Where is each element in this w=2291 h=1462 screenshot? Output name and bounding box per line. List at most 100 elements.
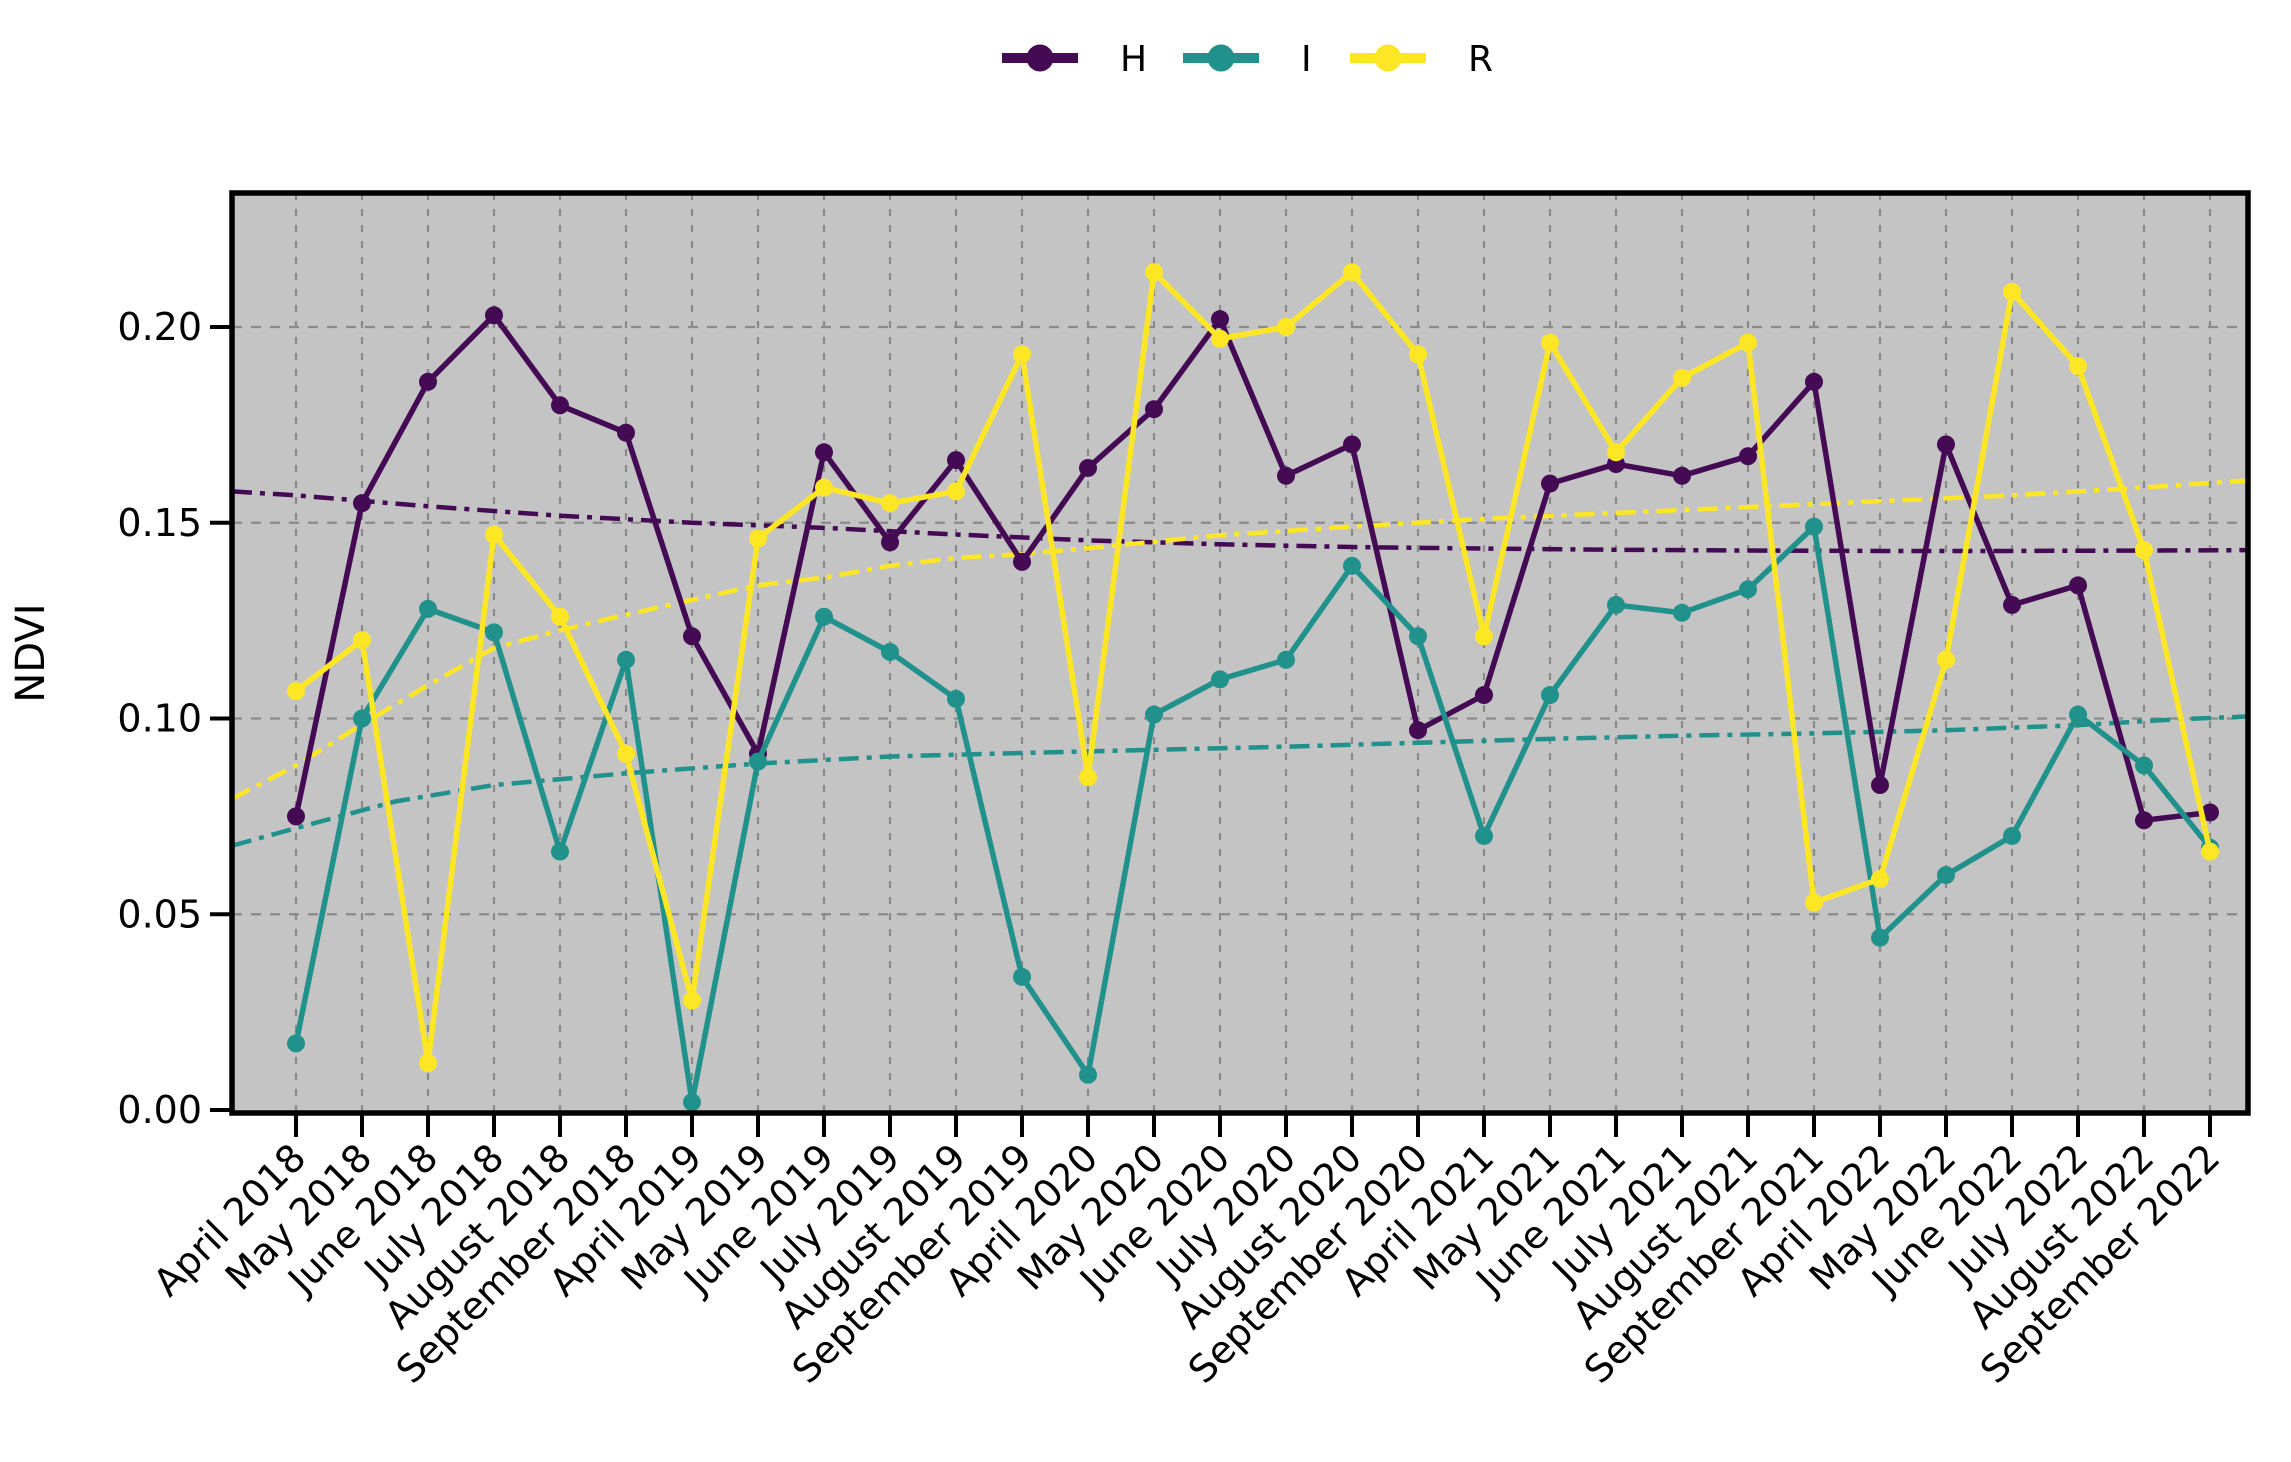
series-line-H — [293, 312, 2213, 824]
plot-background — [232, 193, 2248, 1113]
data-point-I-9 — [881, 642, 899, 661]
data-point-I-3 — [485, 623, 503, 642]
legend-swatches — [1002, 44, 1426, 72]
data-point-H-1 — [353, 494, 371, 513]
series-markers-R — [287, 263, 2219, 1073]
data-point-R-6 — [683, 991, 701, 1010]
legend-marker-H — [1026, 44, 1054, 72]
data-point-R-28 — [2135, 541, 2153, 560]
data-series — [287, 263, 2219, 1112]
data-point-I-15 — [1277, 650, 1295, 669]
data-point-H-28 — [2135, 811, 2153, 830]
grid-lines — [232, 193, 2248, 1113]
data-point-R-2 — [419, 1054, 437, 1073]
data-point-I-14 — [1211, 670, 1229, 689]
data-point-R-16 — [1343, 263, 1361, 282]
data-point-H-24 — [1871, 776, 1889, 795]
data-point-I-11 — [1013, 967, 1031, 986]
series-line-R — [293, 269, 2213, 1066]
data-point-H-26 — [2003, 595, 2021, 614]
data-point-H-19 — [1541, 474, 1559, 493]
data-point-I-5 — [617, 650, 635, 669]
data-point-I-1 — [353, 709, 371, 728]
data-point-I-18 — [1475, 826, 1493, 845]
data-point-I-22 — [1739, 580, 1757, 599]
data-point-R-13 — [1145, 263, 1163, 282]
data-point-R-18 — [1475, 627, 1493, 646]
data-point-I-7 — [749, 752, 767, 771]
series-line-I — [293, 523, 2213, 1105]
data-point-H-6 — [683, 627, 701, 646]
data-point-I-27 — [2069, 705, 2087, 724]
legend-label-r: R — [1468, 39, 1493, 80]
data-point-H-9 — [881, 533, 899, 552]
data-point-I-20 — [1607, 595, 1625, 614]
data-point-I-24 — [1871, 928, 1889, 947]
data-point-H-17 — [1409, 721, 1427, 740]
data-point-I-0 — [287, 1034, 305, 1053]
data-point-R-22 — [1739, 333, 1757, 352]
trend-line-R-trend — [230, 478, 2247, 801]
data-point-H-23 — [1805, 372, 1823, 391]
y-tick-label-2: 0.10 — [117, 697, 202, 741]
data-point-H-0 — [287, 807, 305, 826]
data-point-I-19 — [1541, 686, 1559, 705]
data-point-H-10 — [947, 451, 965, 470]
plot-area — [232, 193, 2248, 1113]
plot-border — [229, 190, 2251, 1116]
data-point-R-8 — [815, 478, 833, 497]
legend-label-i: I — [1301, 39, 1312, 80]
data-point-H-12 — [1079, 458, 1097, 477]
data-point-H-27 — [2069, 576, 2087, 595]
data-point-I-21 — [1673, 603, 1691, 622]
data-point-I-2 — [419, 599, 437, 618]
data-point-H-2 — [419, 372, 437, 391]
data-point-H-18 — [1475, 686, 1493, 705]
series-markers-H — [287, 306, 2219, 830]
data-point-R-3 — [485, 525, 503, 544]
data-point-I-16 — [1343, 556, 1361, 575]
legend-marker-I — [1207, 44, 1235, 72]
data-point-I-4 — [551, 842, 569, 861]
legend-marker-R — [1374, 44, 1402, 72]
legend: H I R — [1002, 39, 1493, 80]
data-point-I-12 — [1079, 1065, 1097, 1084]
data-point-I-6 — [683, 1093, 701, 1112]
data-point-I-26 — [2003, 826, 2021, 845]
data-point-R-0 — [287, 682, 305, 701]
legend-label-h: H — [1120, 39, 1147, 80]
data-point-H-16 — [1343, 435, 1361, 454]
y-tick-label-4: 0.20 — [117, 305, 202, 349]
data-point-H-15 — [1277, 466, 1295, 485]
data-point-R-5 — [617, 744, 635, 763]
data-point-H-13 — [1145, 400, 1163, 419]
data-point-H-3 — [485, 306, 503, 325]
data-point-H-4 — [551, 396, 569, 415]
data-point-I-17 — [1409, 627, 1427, 646]
data-point-H-29 — [2201, 803, 2219, 822]
data-point-R-20 — [1607, 443, 1625, 462]
data-point-R-29 — [2201, 842, 2219, 861]
data-point-R-10 — [947, 482, 965, 501]
data-point-H-5 — [617, 423, 635, 442]
data-point-H-8 — [815, 443, 833, 462]
data-point-I-25 — [1937, 866, 1955, 885]
series-markers-I — [287, 517, 2219, 1112]
data-point-R-9 — [881, 494, 899, 513]
data-point-R-4 — [551, 607, 569, 626]
data-point-I-8 — [815, 607, 833, 626]
y-tick-label-0: 0.00 — [117, 1088, 202, 1132]
data-point-H-25 — [1937, 435, 1955, 454]
data-point-R-17 — [1409, 345, 1427, 364]
y-axis-label: NDVI — [8, 603, 54, 702]
data-point-R-23 — [1805, 893, 1823, 912]
data-point-I-23 — [1805, 517, 1823, 536]
data-point-R-25 — [1937, 650, 1955, 669]
data-point-H-14 — [1211, 310, 1229, 329]
plot-frame — [229, 190, 2251, 1116]
data-point-I-28 — [2135, 756, 2153, 775]
data-point-H-22 — [1739, 447, 1757, 466]
